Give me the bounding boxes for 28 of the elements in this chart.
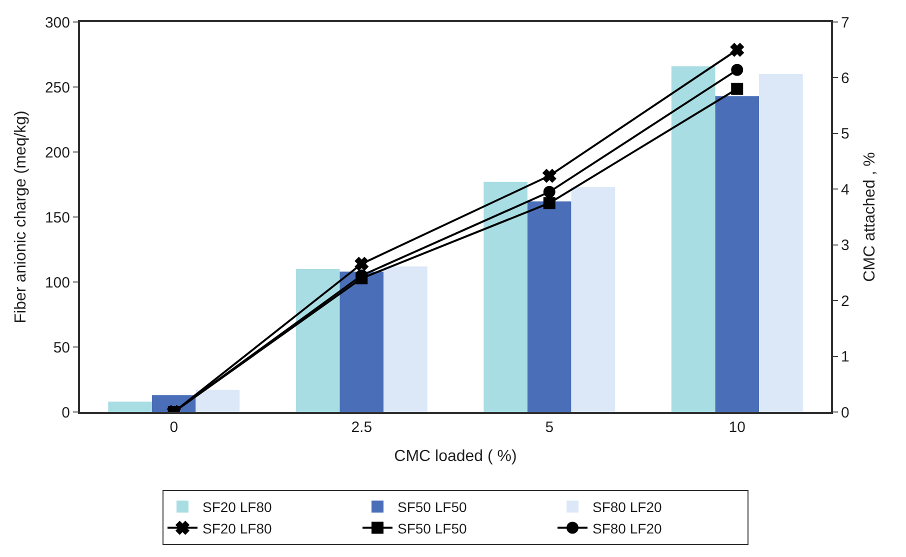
y-tick-label: 150: [44, 209, 70, 226]
y-tick-label: 250: [44, 79, 70, 96]
x-tick-label: 2.5: [351, 419, 372, 436]
x-tick-label: 5: [545, 419, 554, 436]
x-tick-label: 10: [728, 419, 746, 436]
y2-tick-label: 6: [841, 70, 850, 87]
x-tick-label: 0: [170, 419, 178, 436]
x-axis-title: CMC loaded ( %): [394, 448, 517, 466]
legend-label: SF20 LF80: [202, 520, 272, 536]
legend-label: SF50 LF50: [398, 499, 467, 516]
y2-tick-label: 7: [841, 14, 850, 32]
legend-label: SF80 LF20: [592, 499, 662, 516]
y-axis-title: Fiber anionic charge (meq/kg): [12, 110, 30, 324]
y-tick-label: 300: [44, 14, 70, 32]
y2-tick-label: 4: [841, 181, 850, 198]
y2-tick-label: 3: [841, 237, 850, 254]
y2-tick-label: 5: [841, 126, 850, 143]
y-tick-label: 0: [62, 404, 70, 422]
y2-tick-label: 0: [841, 404, 850, 422]
y2-axis-title: CMC attached , %: [862, 152, 879, 282]
y-tick-label: 200: [44, 144, 70, 162]
legend-label: SF20 LF80: [202, 499, 272, 516]
y2-tick-label: 2: [841, 292, 850, 310]
y2-tick-label: 1: [841, 348, 850, 366]
legend-label: SF80 LF20: [592, 520, 662, 536]
y-tick-label: 100: [44, 274, 70, 292]
legend-label: SF50 LF50: [398, 520, 467, 536]
y-tick-label: 50: [53, 339, 70, 356]
